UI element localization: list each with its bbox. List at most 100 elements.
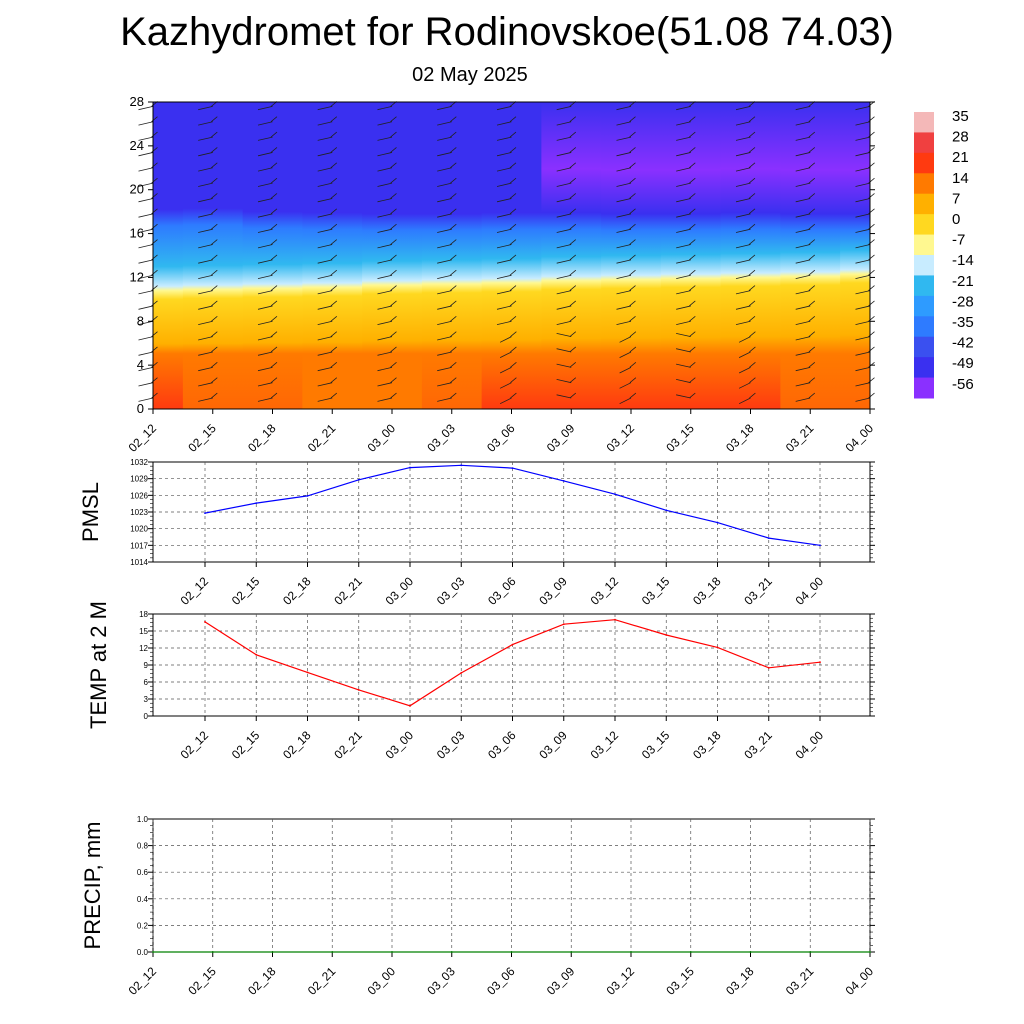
wind-barb xyxy=(795,300,816,310)
x-tick-label: 02_18 xyxy=(280,574,314,608)
y-tick-label: 1014 xyxy=(130,558,148,567)
wind-barb xyxy=(619,346,637,358)
wind-barb xyxy=(676,223,696,233)
colorbar-swatch xyxy=(914,255,934,276)
wind-barb xyxy=(437,131,457,141)
wind-barb xyxy=(499,331,517,343)
x-tick-label: 02_15 xyxy=(185,421,219,455)
x-tick-label: 04_00 xyxy=(843,421,877,455)
y-tick-label: 4 xyxy=(137,357,144,372)
heatmap-column xyxy=(481,102,542,409)
x-tick-label: 03_12 xyxy=(604,964,638,998)
wind-barb xyxy=(738,346,756,358)
temp-panel-data-point xyxy=(511,643,514,646)
wind-barb xyxy=(556,254,577,264)
pmsl-panel-frame xyxy=(152,461,871,563)
pmsl-panel-data-point xyxy=(665,509,668,512)
wind-barb xyxy=(616,254,636,264)
wind-barb xyxy=(317,116,338,126)
wind-barb xyxy=(735,177,756,187)
wind-barb xyxy=(738,392,756,405)
x-tick-label: 02_12 xyxy=(178,728,212,762)
precip-panel: 0.0 0.2 0.4 0.6 0.8 1.0 02_12 02_15 02_18 02_21 03… xyxy=(80,815,876,998)
wind-barb xyxy=(317,208,338,218)
wind-barb xyxy=(735,300,756,310)
temp-panel-data-point xyxy=(460,672,463,674)
wind-barb xyxy=(676,377,696,384)
wind-barb xyxy=(619,331,637,343)
wind-barb xyxy=(499,392,517,405)
wind-barb xyxy=(616,208,636,218)
x-tick-label: 03_06 xyxy=(485,574,519,608)
wind-barb xyxy=(676,315,696,325)
chart-title: Kazhydromet for Rodinovskoe(51.08 74.03) xyxy=(120,10,894,54)
wind-barb xyxy=(377,223,397,233)
colorbar-swatch xyxy=(914,132,934,154)
colorbar-label: -28 xyxy=(952,293,974,310)
temp-panel-data-point xyxy=(255,653,258,656)
wind-barb xyxy=(795,392,816,402)
wind-barb xyxy=(496,177,517,187)
colorbar-swatch xyxy=(914,152,934,174)
wind-barb xyxy=(735,269,756,279)
y-tick-label: 12 xyxy=(139,644,148,653)
wind-barb xyxy=(198,331,218,341)
wind-barb xyxy=(616,162,636,172)
x-tick-label: 03_21 xyxy=(783,964,817,998)
precip-panel-data-point xyxy=(630,951,632,953)
x-tick-label: 02_21 xyxy=(331,574,365,608)
x-tick-label: 03_06 xyxy=(485,728,519,762)
y-tick-label: 15 xyxy=(139,627,148,636)
wind-barb xyxy=(437,193,457,203)
wind-barb xyxy=(499,377,517,389)
wind-barb xyxy=(735,315,756,325)
wind-barb xyxy=(676,208,696,218)
wind-barb xyxy=(795,239,816,249)
wind-barb xyxy=(377,315,397,325)
wind-barb xyxy=(198,269,218,279)
wind-barb xyxy=(377,147,397,157)
wind-barb xyxy=(198,131,218,141)
wind-barb xyxy=(377,131,397,141)
y-tick-label: 24 xyxy=(130,138,144,153)
wind-barb xyxy=(795,362,816,372)
x-tick-label: 03_15 xyxy=(663,964,697,998)
wind-barb xyxy=(556,315,577,325)
wind-barb xyxy=(257,193,278,203)
x-tick-label: 02_18 xyxy=(280,728,314,762)
x-tick-label: 03_06 xyxy=(484,964,518,998)
temp-panel-ylabel: TEMP at 2 M xyxy=(86,601,111,729)
pmsl-panel-data-point xyxy=(562,479,565,482)
colorbar-swatch xyxy=(914,214,934,236)
wind-barb xyxy=(795,177,816,187)
wind-barb xyxy=(317,346,338,356)
wind-barb xyxy=(496,131,517,141)
wind-barb xyxy=(735,208,756,218)
wind-barb xyxy=(496,269,517,279)
wind-barb xyxy=(377,208,397,218)
wind-barb xyxy=(738,331,756,343)
colorbar-label: -14 xyxy=(952,252,974,269)
x-tick-label: 03_21 xyxy=(741,728,775,762)
temp-panel-data-point xyxy=(204,621,206,623)
wind-barb xyxy=(257,315,278,325)
wind-barb xyxy=(616,147,636,157)
wind-barb xyxy=(496,223,517,233)
wind-barb xyxy=(499,346,517,358)
wind-barb xyxy=(496,285,517,295)
wind-barb xyxy=(437,116,457,126)
wind-barb xyxy=(437,392,457,402)
wind-barb xyxy=(257,331,278,341)
wind-barb xyxy=(556,131,577,141)
x-tick-label: 03_15 xyxy=(663,421,697,455)
heatmap-column xyxy=(660,102,722,409)
wind-barb xyxy=(198,147,218,157)
wind-barb xyxy=(257,177,278,187)
x-tick-label: 03_12 xyxy=(588,574,622,608)
wind-barb xyxy=(556,331,577,338)
wind-barb xyxy=(499,362,517,374)
wind-barb xyxy=(735,254,756,264)
wind-barb xyxy=(317,315,338,325)
heatmap-column xyxy=(541,102,602,409)
colorbar-swatch xyxy=(914,377,934,399)
